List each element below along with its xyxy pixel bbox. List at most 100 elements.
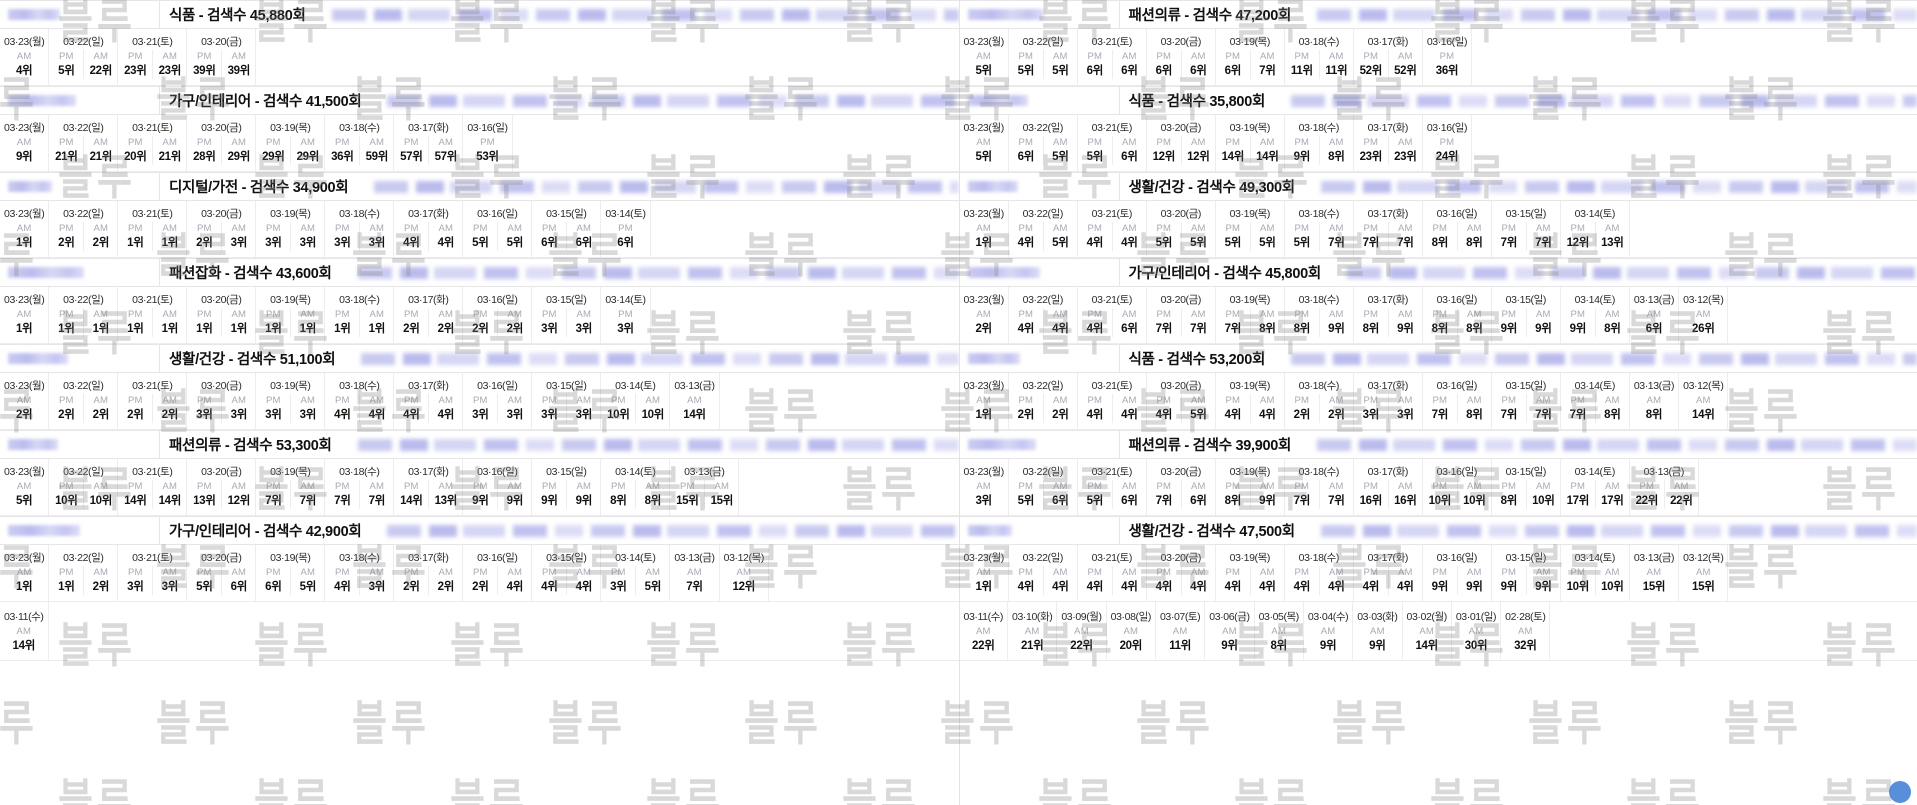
rank-slot[interactable]: AM 6위: [1180, 50, 1215, 79]
rank-slot[interactable]: PM 6위: [532, 222, 566, 251]
rank-slot[interactable]: PM 7위: [1216, 308, 1250, 337]
rank-slot[interactable]: AM 5위: [960, 136, 1008, 165]
rank-slot[interactable]: AM 15위: [1679, 566, 1727, 595]
rank-slot[interactable]: AM 14위: [1679, 394, 1727, 423]
rank-slot[interactable]: PM 9위: [1285, 136, 1319, 165]
rank-slot[interactable]: PM 24위: [1423, 136, 1471, 165]
day-column[interactable]: 03·19(목) PM 6위 AM 7위: [1216, 29, 1285, 85]
rank-slot[interactable]: PM 53위: [463, 136, 511, 165]
rank-slot[interactable]: AM 1위: [290, 308, 324, 337]
rank-slot[interactable]: PM 4위: [1147, 566, 1181, 595]
day-column[interactable]: 03·19(목) PM 3위 AM 3위: [256, 373, 326, 429]
rank-slot[interactable]: AM 4위: [566, 566, 600, 595]
rank-slot[interactable]: PM 29위: [256, 136, 290, 165]
rank-slot[interactable]: PM 8위: [1423, 308, 1457, 337]
rank-slot[interactable]: AM 5위: [1042, 222, 1077, 251]
day-column[interactable]: 03·18(수) PM 36위 AM 59위: [325, 115, 395, 171]
rank-slot[interactable]: AM 9위: [1249, 480, 1284, 509]
rank-slot[interactable]: AM 6위: [1180, 480, 1215, 509]
rank-slot[interactable]: AM 30위: [1452, 625, 1500, 654]
rank-slot[interactable]: AM 57위: [428, 136, 462, 165]
rank-slot[interactable]: AM 1위: [0, 308, 48, 337]
keyword-cell[interactable]: [0, 517, 160, 544]
day-column[interactable]: 03·16(일) PM 3위 AM 3위: [463, 373, 533, 429]
day-column[interactable]: 03·17(화) PM 4위 AM 4위: [1354, 545, 1423, 601]
rank-slot[interactable]: PM 1위: [187, 308, 221, 337]
rank-slot[interactable]: PM 9위: [532, 480, 566, 509]
day-column[interactable]: 03·23(월) AM 3위: [960, 459, 1009, 515]
day-column[interactable]: 03·17(화) PM 14위 AM 13위: [394, 459, 464, 515]
rank-slot[interactable]: AM 1위: [960, 566, 1008, 595]
rank-slot[interactable]: AM 21위: [1008, 625, 1056, 654]
day-column[interactable]: 03·18(수) PM 2위 AM 2위: [1285, 373, 1354, 429]
day-column[interactable]: 03·14(토) PM 6위: [601, 201, 651, 257]
rank-slot[interactable]: PM 3위: [532, 394, 566, 423]
rank-slot[interactable]: AM 8위: [1456, 308, 1491, 337]
day-column[interactable]: 03·15(일) PM 7위 AM 7위: [1492, 373, 1561, 429]
rank-slot[interactable]: PM 5위: [1147, 222, 1181, 251]
rank-slot[interactable]: PM 4위: [1009, 308, 1043, 337]
day-column[interactable]: 03·21(토) PM 4위 AM 4위: [1078, 373, 1147, 429]
floating-action-button[interactable]: [1889, 781, 1911, 803]
rank-slot[interactable]: PM 4위: [325, 566, 359, 595]
day-column[interactable]: 03·20(금) PM 13위 AM 12위: [187, 459, 257, 515]
day-column[interactable]: 03·15(일) PM 4위 AM 4위: [532, 545, 602, 601]
rank-slot[interactable]: AM 7위: [1249, 50, 1284, 79]
rank-slot[interactable]: PM 4위: [1078, 222, 1112, 251]
keyword-cell[interactable]: [960, 345, 1120, 372]
day-column[interactable]: 03·16(일) PM 5위 AM 5위: [463, 201, 533, 257]
day-column[interactable]: 03·23(월) AM 1위: [0, 201, 50, 257]
day-column[interactable]: 03·19(목) PM 14위 AM 14위: [1216, 115, 1285, 171]
day-column[interactable]: 03·18(수) PM 4위 AM 4위: [1285, 545, 1354, 601]
rank-slot[interactable]: AM 14위: [1249, 136, 1284, 165]
rank-slot[interactable]: AM 8위: [635, 480, 669, 509]
rank-slot[interactable]: AM 6위: [1111, 50, 1146, 79]
rank-slot[interactable]: PM 9위: [1423, 566, 1457, 595]
rank-slot[interactable]: AM 2위: [1318, 394, 1353, 423]
rank-slot[interactable]: AM 11위: [1318, 50, 1353, 79]
rank-slot[interactable]: AM 2위: [960, 308, 1008, 337]
rank-slot[interactable]: AM 3위: [221, 394, 255, 423]
day-column[interactable]: 03·23(월) AM 4위: [0, 29, 50, 85]
day-column[interactable]: 03·16(일) PM 8위 AM 8위: [1423, 287, 1492, 343]
rank-slot[interactable]: PM 10위: [49, 480, 83, 509]
rank-slot[interactable]: PM 2위: [1285, 394, 1319, 423]
day-column[interactable]: 03·15(일) PM 9위 AM 9위: [1492, 287, 1561, 343]
rank-slot[interactable]: PM 3위: [601, 308, 649, 337]
day-column[interactable]: 03·12(목) AM 14위: [1679, 373, 1729, 429]
rank-slot[interactable]: AM 8위: [1456, 394, 1491, 423]
day-column[interactable]: 03·11(수) AM 14위: [0, 602, 49, 660]
rank-slot[interactable]: PM 39위: [187, 50, 221, 79]
rank-slot[interactable]: AM 7위: [359, 480, 393, 509]
rank-slot[interactable]: PM 4위: [532, 566, 566, 595]
rank-slot[interactable]: AM 3위: [290, 394, 324, 423]
day-column[interactable]: 03·23(월) AM 9위: [0, 115, 50, 171]
rank-slot[interactable]: PM 15위: [670, 480, 704, 509]
rank-slot[interactable]: AM 4위: [359, 394, 393, 423]
rank-slot[interactable]: AM 9위: [1387, 308, 1422, 337]
day-column[interactable]: 03·16(일) PM 10위 AM 10위: [1423, 459, 1492, 515]
day-column[interactable]: 03·22(일) PM 2위 AM 2위: [49, 201, 119, 257]
day-column[interactable]: 03·18(수) PM 4위 AM 3위: [325, 545, 395, 601]
rank-slot[interactable]: AM 9위: [1456, 566, 1491, 595]
rank-slot[interactable]: PM 7위: [325, 480, 359, 509]
rank-slot[interactable]: AM 6위: [1111, 480, 1146, 509]
rank-slot[interactable]: AM 1위: [152, 222, 186, 251]
day-column[interactable]: 03·17(화) PM 4위 AM 4위: [394, 373, 464, 429]
keyword-cell[interactable]: [960, 1, 1120, 28]
rank-slot[interactable]: AM 2위: [1042, 394, 1077, 423]
rank-slot[interactable]: PM 4위: [394, 394, 428, 423]
rank-slot[interactable]: PM 1위: [49, 308, 83, 337]
day-column[interactable]: 03·16(일) PM 2위 AM 2위: [463, 287, 533, 343]
rank-slot[interactable]: AM 3위: [497, 394, 531, 423]
day-column[interactable]: 03·13(금) AM 6위: [1630, 287, 1680, 343]
rank-slot[interactable]: AM 5위: [635, 566, 669, 595]
rank-slot[interactable]: AM 8위: [1249, 308, 1284, 337]
rank-slot[interactable]: PM 8위: [1216, 480, 1250, 509]
rank-slot[interactable]: PM 9위: [1492, 566, 1526, 595]
day-column[interactable]: 03·17(화) PM 16위 AM 16위: [1354, 459, 1423, 515]
rank-slot[interactable]: AM 1위: [960, 222, 1008, 251]
rank-slot[interactable]: PM 2위: [49, 394, 83, 423]
rank-slot[interactable]: PM 4위: [1009, 222, 1043, 251]
rank-slot[interactable]: PM 10위: [601, 394, 635, 423]
